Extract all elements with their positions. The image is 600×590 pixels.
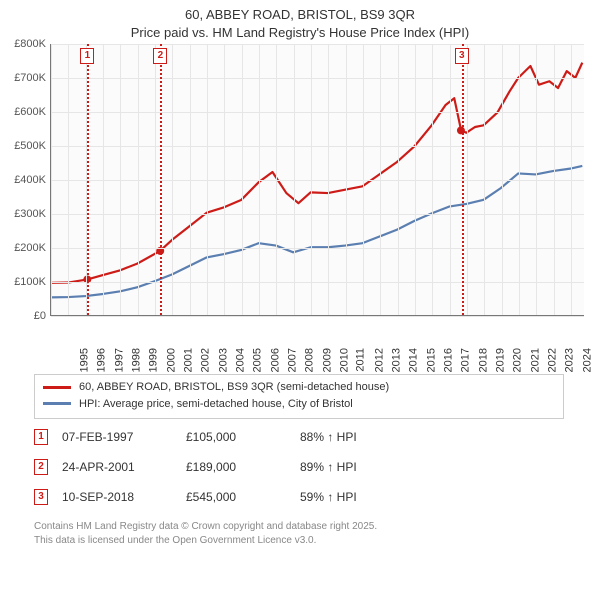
sales-row: 2 24-APR-2001 £189,000 89% ↑ HPI [34, 452, 564, 482]
y-axis-label: £600K [8, 106, 46, 118]
x-axis-label: 2013 [391, 348, 403, 372]
sale-marker-box: 2 [34, 459, 48, 475]
x-axis-label: 2019 [495, 348, 507, 372]
legend-swatch [43, 402, 71, 405]
x-axis-label: 2022 [547, 348, 559, 372]
legend-label: HPI: Average price, semi-detached house,… [79, 396, 353, 413]
sale-ratio: 59% ↑ HPI [300, 490, 564, 504]
legend-label: 60, ABBEY ROAD, BRISTOL, BS9 3QR (semi-d… [79, 379, 389, 396]
sale-marker: 2 [153, 48, 167, 64]
title-line-1: 60, ABBEY ROAD, BRISTOL, BS9 3QR [0, 6, 600, 24]
sale-marker: 3 [455, 48, 469, 64]
sale-date: 24-APR-2001 [62, 460, 172, 474]
x-axis-label: 1997 [113, 348, 125, 372]
chart: 1 2 3 £0 £100K £200K £300K £400K £500K £600K £700… [8, 44, 592, 364]
sales-row: 1 07-FEB-1997 £105,000 88% ↑ HPI [34, 422, 564, 452]
x-axis-label: 2002 [200, 348, 212, 372]
x-axis-label: 2001 [183, 348, 195, 372]
sale-ratio: 88% ↑ HPI [300, 430, 564, 444]
x-axis-label: 2015 [425, 348, 437, 372]
footer: Contains HM Land Registry data © Crown c… [34, 520, 564, 547]
sale-date: 10-SEP-2018 [62, 490, 172, 504]
x-axis-label: 2016 [443, 348, 455, 372]
x-axis-label: 2014 [408, 348, 420, 372]
x-axis-label: 2017 [460, 348, 472, 372]
x-axis-label: 2005 [252, 348, 264, 372]
x-axis-label: 2010 [339, 348, 351, 372]
x-axis-label: 2021 [529, 348, 541, 372]
x-axis-label: 2012 [373, 348, 385, 372]
y-axis-label: £200K [8, 242, 46, 254]
x-axis-label: 2020 [512, 348, 524, 372]
x-axis-label: 2023 [564, 348, 576, 372]
footer-line-1: Contains HM Land Registry data © Crown c… [34, 520, 564, 534]
sale-price: £189,000 [186, 460, 286, 474]
sale-marker-box: 3 [34, 489, 48, 505]
y-axis-label: £500K [8, 140, 46, 152]
x-axis-label: 1995 [78, 348, 90, 372]
x-axis-label: 2009 [321, 348, 333, 372]
y-axis-label: £300K [8, 208, 46, 220]
x-axis-label: 1999 [148, 348, 160, 372]
x-axis-label: 2011 [355, 348, 367, 372]
x-axis-label: 2008 [304, 348, 316, 372]
x-axis-label: 1996 [96, 348, 108, 372]
sale-marker-box: 1 [34, 429, 48, 445]
sale-price: £105,000 [186, 430, 286, 444]
x-axis-label: 2003 [217, 348, 229, 372]
sale-price: £545,000 [186, 490, 286, 504]
y-axis-label: £700K [8, 72, 46, 84]
legend-item: 60, ABBEY ROAD, BRISTOL, BS9 3QR (semi-d… [43, 379, 555, 396]
x-axis-label: 2006 [269, 348, 281, 372]
sales-table: 1 07-FEB-1997 £105,000 88% ↑ HPI 2 24-AP… [34, 422, 564, 512]
x-axis-label: 2007 [287, 348, 299, 372]
y-axis-label: £100K [8, 276, 46, 288]
legend-item: HPI: Average price, semi-detached house,… [43, 396, 555, 413]
legend: 60, ABBEY ROAD, BRISTOL, BS9 3QR (semi-d… [34, 374, 564, 419]
x-axis-label: 2024 [581, 348, 593, 372]
x-axis-label: 2004 [235, 348, 247, 372]
sale-ratio: 89% ↑ HPI [300, 460, 564, 474]
sale-vertical [87, 44, 89, 315]
y-axis-label: £800K [8, 38, 46, 50]
plot-area: 1 2 3 [50, 44, 584, 316]
x-axis-label: 1998 [130, 348, 142, 372]
legend-swatch [43, 386, 71, 389]
title-block: 60, ABBEY ROAD, BRISTOL, BS9 3QR Price p… [0, 0, 600, 41]
x-axis-label: 2000 [165, 348, 177, 372]
sale-marker: 1 [80, 48, 94, 64]
y-axis-label: £0 [8, 310, 46, 322]
footer-line-2: This data is licensed under the Open Gov… [34, 534, 564, 548]
sales-row: 3 10-SEP-2018 £545,000 59% ↑ HPI [34, 482, 564, 512]
title-line-2: Price paid vs. HM Land Registry's House … [0, 24, 600, 42]
chart-container: 60, ABBEY ROAD, BRISTOL, BS9 3QR Price p… [0, 0, 600, 590]
sale-date: 07-FEB-1997 [62, 430, 172, 444]
sale-vertical [462, 44, 464, 315]
sale-vertical [160, 44, 162, 315]
y-axis-label: £400K [8, 174, 46, 186]
x-axis-label: 2018 [477, 348, 489, 372]
